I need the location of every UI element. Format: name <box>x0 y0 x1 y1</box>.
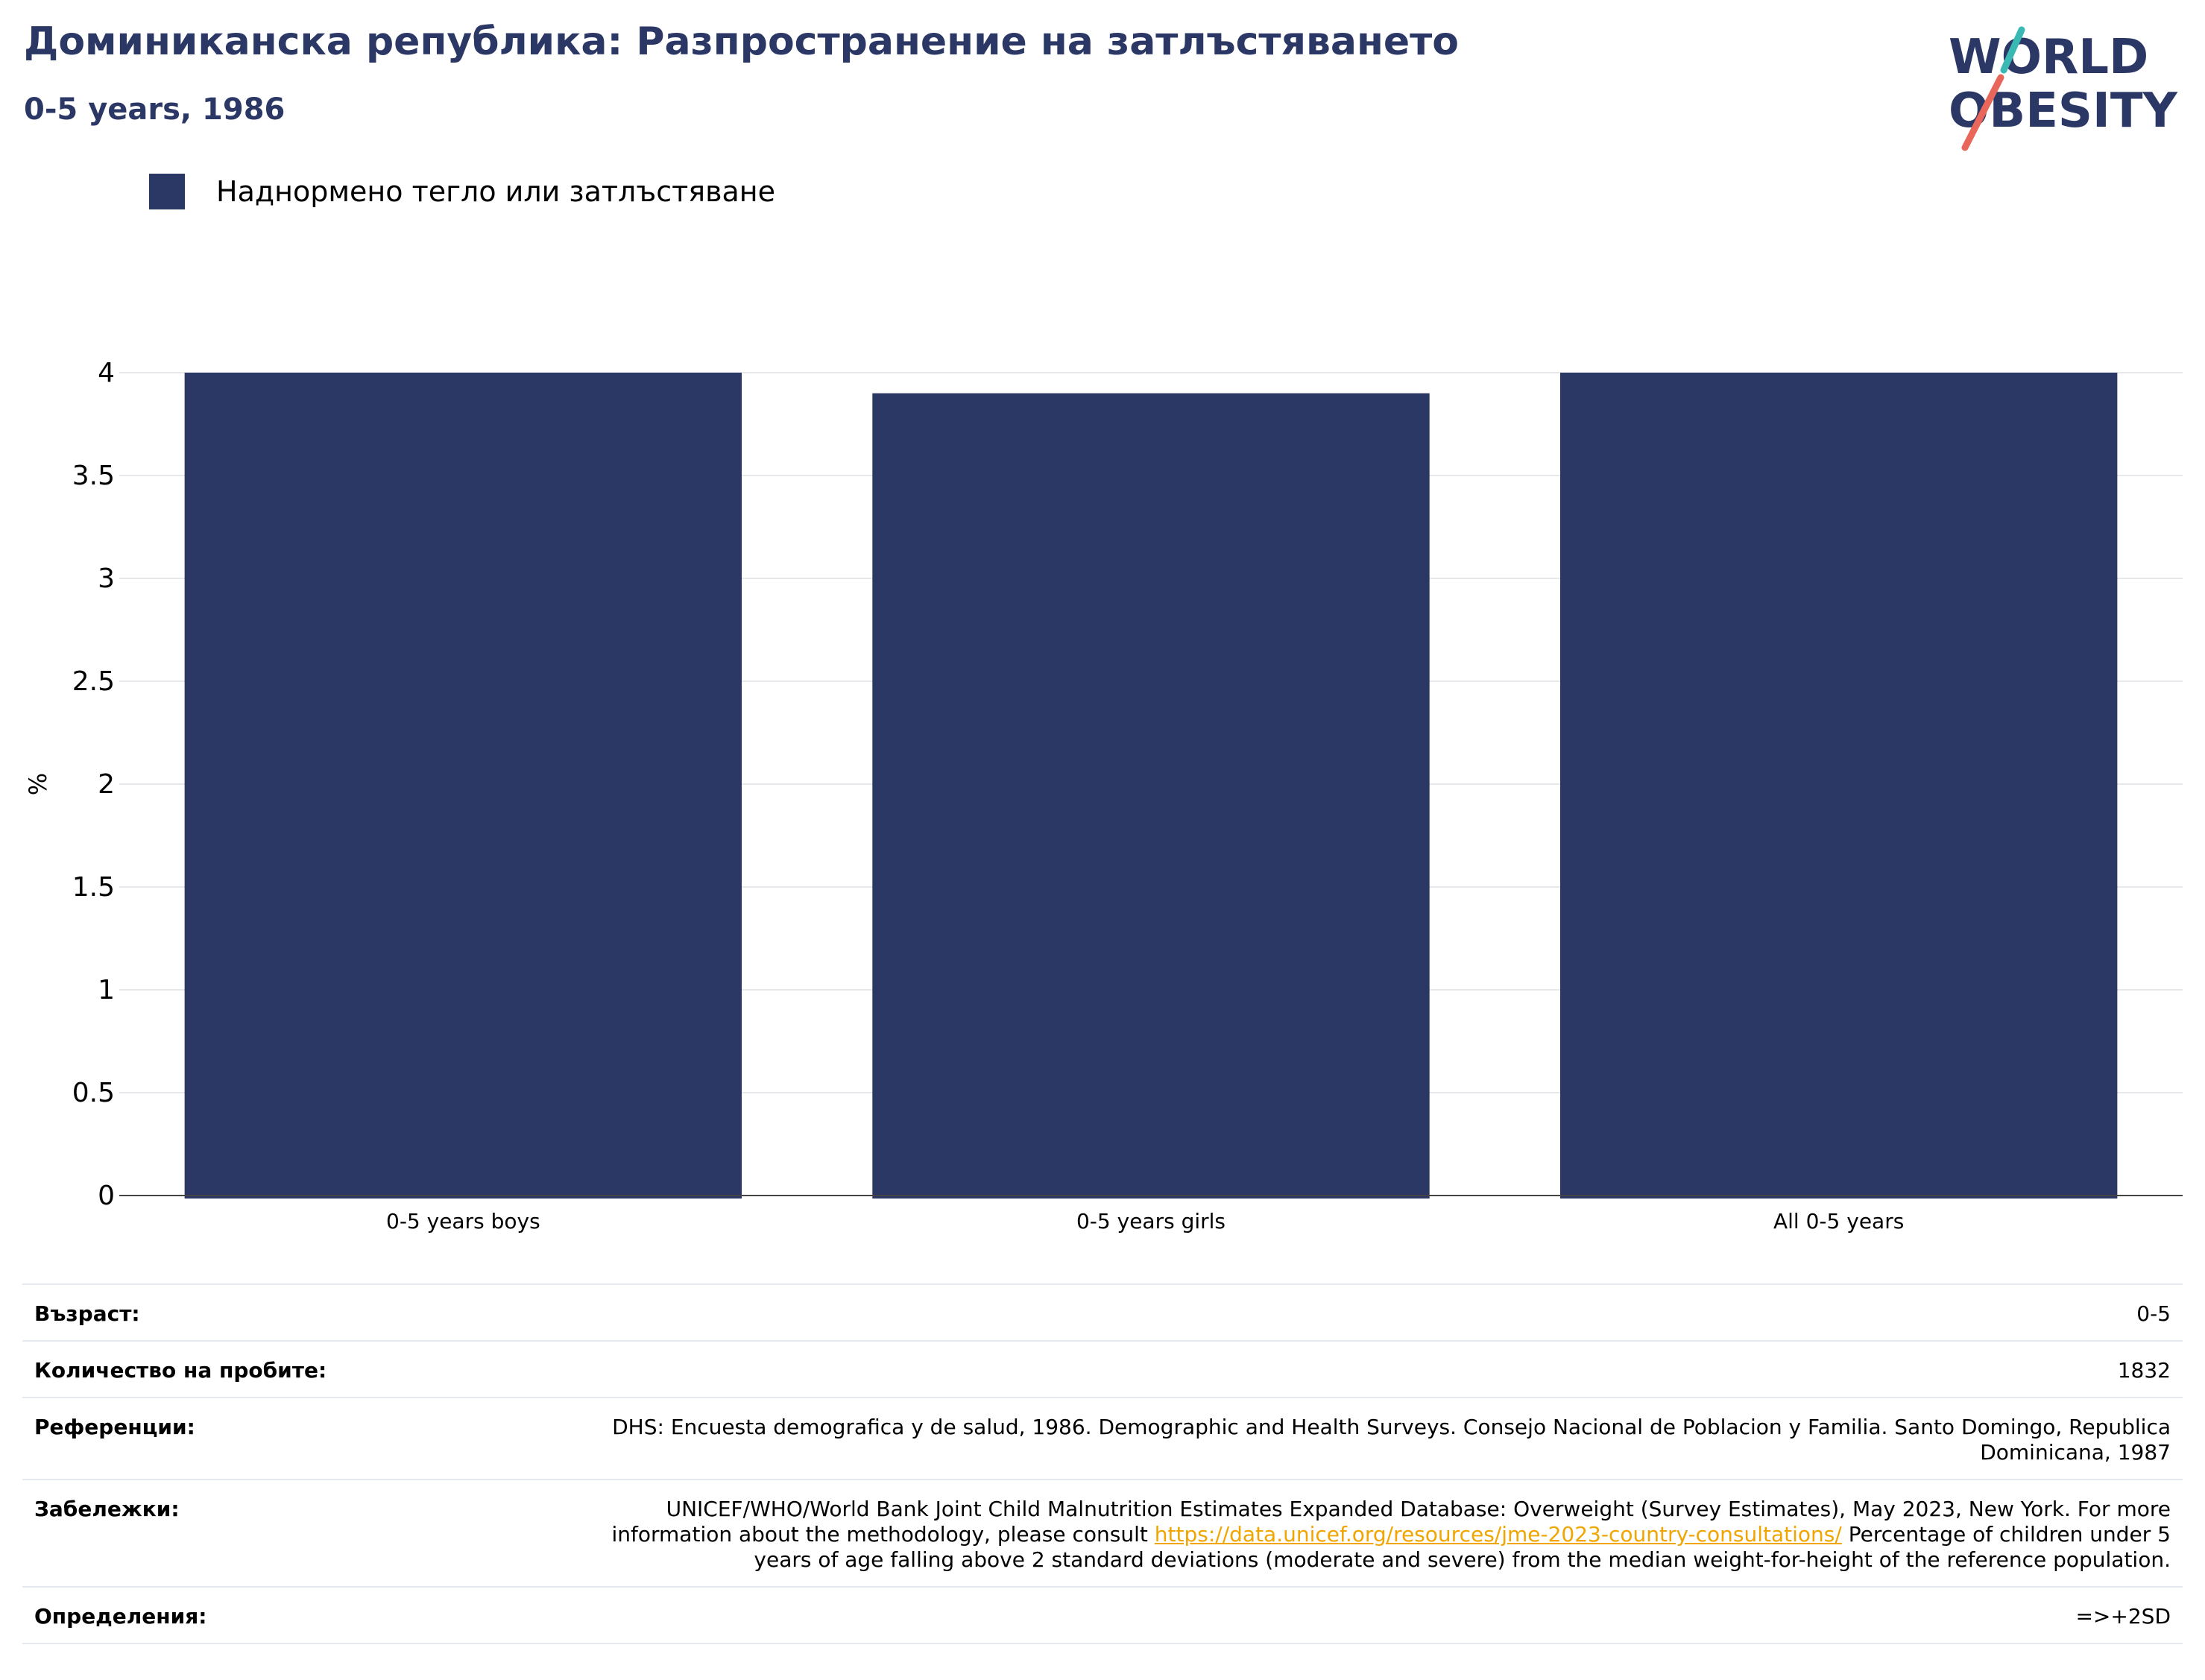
notes-value: UNICEF/WHO/World Bank Joint Child Malnut… <box>605 1497 2171 1573</box>
notes-text-before: UNICEF/WHO/World Bank Joint Child Malnut… <box>611 1497 2171 1547</box>
x-tick-label: 0-5 years boys <box>386 1209 540 1234</box>
y-tick-label: 0 <box>98 1181 115 1211</box>
chart-subtitle: 0-5 years, 1986 <box>24 92 286 127</box>
x-axis-ticks: 0-5 years boys 0-5 years girls All 0-5 yea… <box>386 1209 1904 1234</box>
references-value: DHS: Encuesta demografica y de salud, 19… <box>612 1415 2171 1465</box>
legend-label: Наднормено тегло или затлъстяване <box>216 175 775 208</box>
info-table: Възраст: 0-5 Количество на пробите: 1832… <box>22 1283 2183 1644</box>
bar-chart: 00.511.522.533.54 0-5 years boys 0-5 year… <box>24 358 2183 1234</box>
chart-legend: Наднормено тегло или затлъстяване <box>149 173 775 210</box>
age-value: 0-5 <box>2136 1301 2171 1326</box>
y-axis-label: % <box>24 773 52 795</box>
methodology-link[interactable]: https://data.unicef.org/resources/jme-20… <box>1154 1522 1842 1547</box>
y-tick-label: 2.5 <box>72 666 115 697</box>
info-row-age: Възраст: 0-5 <box>22 1285 2183 1342</box>
notes-label: Забележки: <box>34 1497 180 1521</box>
y-tick-label: 3 <box>98 563 115 594</box>
y-axis-ticks: 0 0.5 1 1.5 2 2.5 3 3.5 4 <box>72 358 115 1211</box>
sample-size-label: Количество на пробите: <box>34 1358 327 1383</box>
notes-text-after: Percentage of children under 5 years of … <box>754 1522 2171 1572</box>
legend-swatch <box>149 174 185 209</box>
chart-title: Доминиканска република: Разпространение … <box>24 19 1460 64</box>
y-tick-label: 3.5 <box>72 461 115 491</box>
y-tick-label: 1.5 <box>72 872 115 903</box>
y-tick-label: 4 <box>98 358 115 388</box>
sample-size-value: 1832 <box>2117 1358 2171 1383</box>
y-tick-label: 1 <box>98 975 115 1005</box>
bar-0-5-years-girls <box>872 393 1430 1199</box>
x-tick-label: All 0-5 years <box>1773 1209 1904 1234</box>
age-label: Възраст: <box>34 1301 140 1326</box>
info-row-sample-size: Количество на пробите: 1832 <box>22 1342 2183 1398</box>
svg-text:WORLD: WORLD <box>1949 30 2148 85</box>
x-tick-label: 0-5 years girls <box>1076 1209 1225 1234</box>
info-row-definitions: Определения: =>+2SD <box>22 1588 2183 1644</box>
world-obesity-logo: WORLD OBESITY <box>1949 26 2177 151</box>
y-tick-label: 2 <box>98 769 115 800</box>
info-row-notes: Забележки: UNICEF/WHO/World Bank Joint C… <box>22 1480 2183 1588</box>
references-label: Референции: <box>34 1415 195 1439</box>
definitions-label: Определения: <box>34 1604 207 1629</box>
definitions-value: =>+2SD <box>2075 1604 2171 1629</box>
bars <box>184 373 2118 1199</box>
bar-all-0-5-years <box>1559 373 2118 1199</box>
info-row-references: Референции: DHS: Encuesta demografica y … <box>22 1398 2183 1480</box>
bar-0-5-years-boys <box>184 373 742 1199</box>
y-tick-label: 0.5 <box>72 1078 115 1108</box>
